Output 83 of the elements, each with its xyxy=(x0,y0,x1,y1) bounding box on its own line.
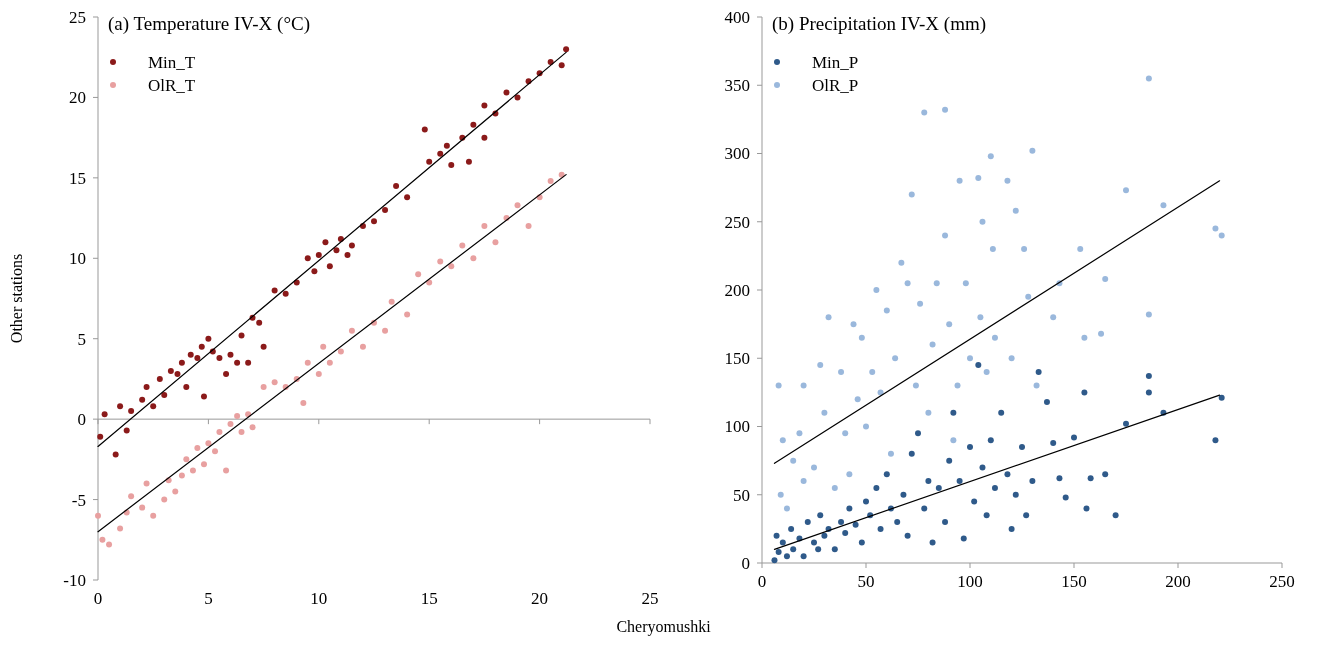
y-tick-label: 50 xyxy=(733,485,750,505)
y-tick-label: 150 xyxy=(724,349,750,369)
x-tick-label: 15 xyxy=(420,589,438,608)
point xyxy=(481,223,488,230)
x-axis-title: Cheryomushki xyxy=(616,618,712,636)
y-axis-title: Other stations xyxy=(8,253,25,344)
x-tick-label: 0 xyxy=(757,572,767,591)
y-tick-label: 250 xyxy=(724,212,750,232)
y-tick-label: 0 xyxy=(77,410,86,430)
point xyxy=(326,359,333,366)
y-tick-label: 0 xyxy=(741,553,750,573)
y-tick-label: 400 xyxy=(724,7,750,27)
point xyxy=(337,348,344,355)
point xyxy=(200,461,207,468)
point xyxy=(238,429,245,436)
point xyxy=(300,400,307,407)
point xyxy=(194,445,201,452)
legend-label: Min_T xyxy=(148,52,196,72)
point xyxy=(382,327,389,334)
point xyxy=(216,429,223,436)
point xyxy=(448,263,455,270)
x-tick-label: 10 xyxy=(310,589,328,608)
y-tick-label: 10 xyxy=(69,249,86,269)
point xyxy=(150,512,157,519)
x-tick-label: 25 xyxy=(641,589,659,608)
point xyxy=(304,359,311,366)
x-tick-label: 250 xyxy=(1269,572,1295,591)
point xyxy=(183,456,190,463)
point xyxy=(205,440,212,447)
point xyxy=(492,239,499,246)
point xyxy=(143,480,150,487)
point xyxy=(315,371,322,378)
point xyxy=(117,525,124,532)
y-tick-label: 300 xyxy=(724,144,750,164)
point xyxy=(514,202,521,209)
x-tick-label: 0 xyxy=(93,589,103,608)
legend-label: OlR_T xyxy=(148,75,196,95)
legend-label: OlR_P xyxy=(812,75,859,95)
legend-label: Min_P xyxy=(812,52,859,72)
point xyxy=(547,178,554,185)
point xyxy=(260,383,267,390)
point xyxy=(161,496,168,503)
point xyxy=(139,504,146,511)
y-tick-label: 350 xyxy=(724,76,750,96)
x-tick-label: 150 xyxy=(1061,572,1087,591)
point xyxy=(415,271,422,278)
point xyxy=(223,467,230,474)
y-tick-label: -10 xyxy=(63,570,86,590)
point xyxy=(106,541,113,548)
x-tick-label: 5 xyxy=(204,589,213,608)
x-tick-label: 50 xyxy=(857,572,875,591)
point xyxy=(470,255,477,262)
point xyxy=(189,467,196,474)
point xyxy=(437,258,444,265)
point xyxy=(227,420,234,427)
point xyxy=(178,472,185,479)
chart-title: (b) Precipitation IV-X (mm) xyxy=(772,13,987,35)
point xyxy=(249,424,256,431)
y-tick-label: -5 xyxy=(71,490,86,510)
chart-title: (a) Temperature IV-X (°C) xyxy=(108,13,310,35)
point xyxy=(234,412,241,419)
point xyxy=(320,343,327,350)
point xyxy=(128,493,135,500)
y-tick-label: 5 xyxy=(77,329,86,349)
point xyxy=(99,536,106,543)
point xyxy=(359,343,366,350)
point xyxy=(212,448,219,455)
point xyxy=(404,311,411,318)
point xyxy=(271,379,278,386)
x-tick-label: 20 xyxy=(531,589,549,608)
y-tick-label: 15 xyxy=(69,168,86,188)
x-tick-label: 200 xyxy=(1165,572,1191,591)
x-tick-label: 100 xyxy=(957,572,983,591)
point xyxy=(95,512,101,519)
point xyxy=(172,488,179,495)
point xyxy=(459,242,466,249)
y-tick-label: 200 xyxy=(724,280,750,300)
y-tick-label: 20 xyxy=(69,88,86,108)
point xyxy=(388,298,395,305)
point xyxy=(525,223,532,230)
point xyxy=(348,327,355,334)
y-tick-label: 100 xyxy=(724,417,750,437)
y-tick-label: 25 xyxy=(69,7,86,27)
